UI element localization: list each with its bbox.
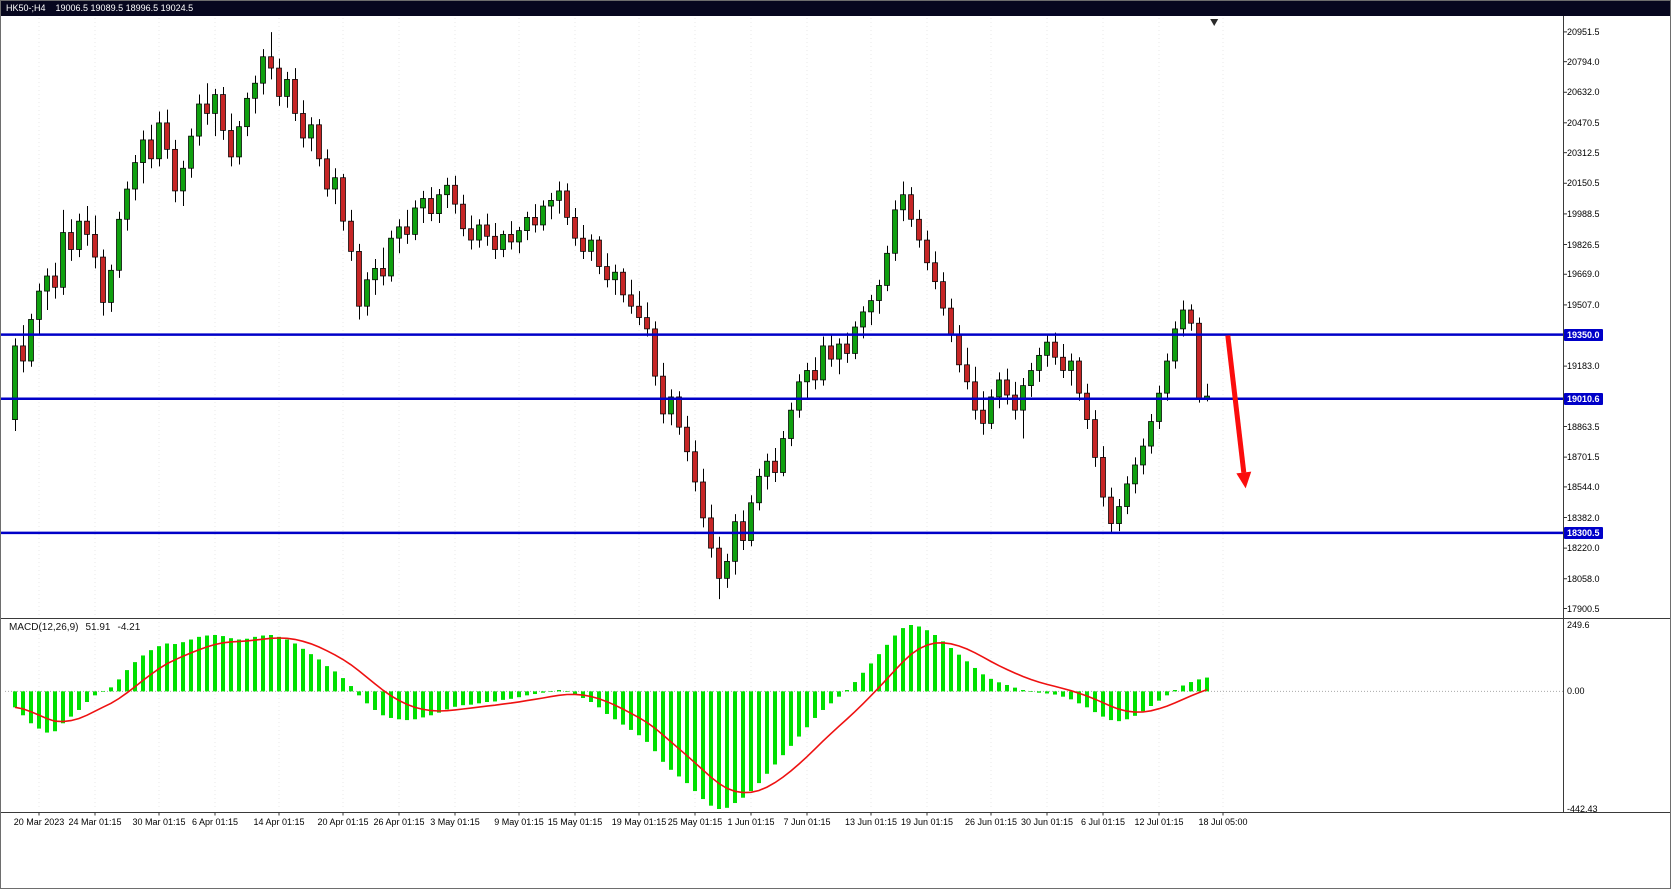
macd-indicator-label: MACD(12,26,9) 51.91 -4.21 <box>9 622 140 633</box>
chart-shift-marker-icon[interactable] <box>1210 19 1219 26</box>
indicator-name: MACD(12,26,9) <box>9 622 79 633</box>
trend-arrow[interactable] <box>1225 335 1252 489</box>
macd-signal-line <box>14 637 1208 794</box>
title-bar[interactable]: HK50-;H4 19006.5 19089.5 18996.5 19024.5 <box>1 1 1670 16</box>
panel-borders <box>1 16 1670 816</box>
macd-signal-value: -4.21 <box>117 622 141 633</box>
chart-ohlc-readout: 19006.5 19089.5 18996.5 19024.5 <box>55 3 194 13</box>
horizontal-lines[interactable] <box>1 333 1563 535</box>
macd-value: 51.91 <box>85 622 111 633</box>
candlestick-series <box>12 32 1210 600</box>
chart-symbol-period: HK50-;H4 <box>6 3 46 13</box>
macd-histogram <box>13 625 1209 809</box>
